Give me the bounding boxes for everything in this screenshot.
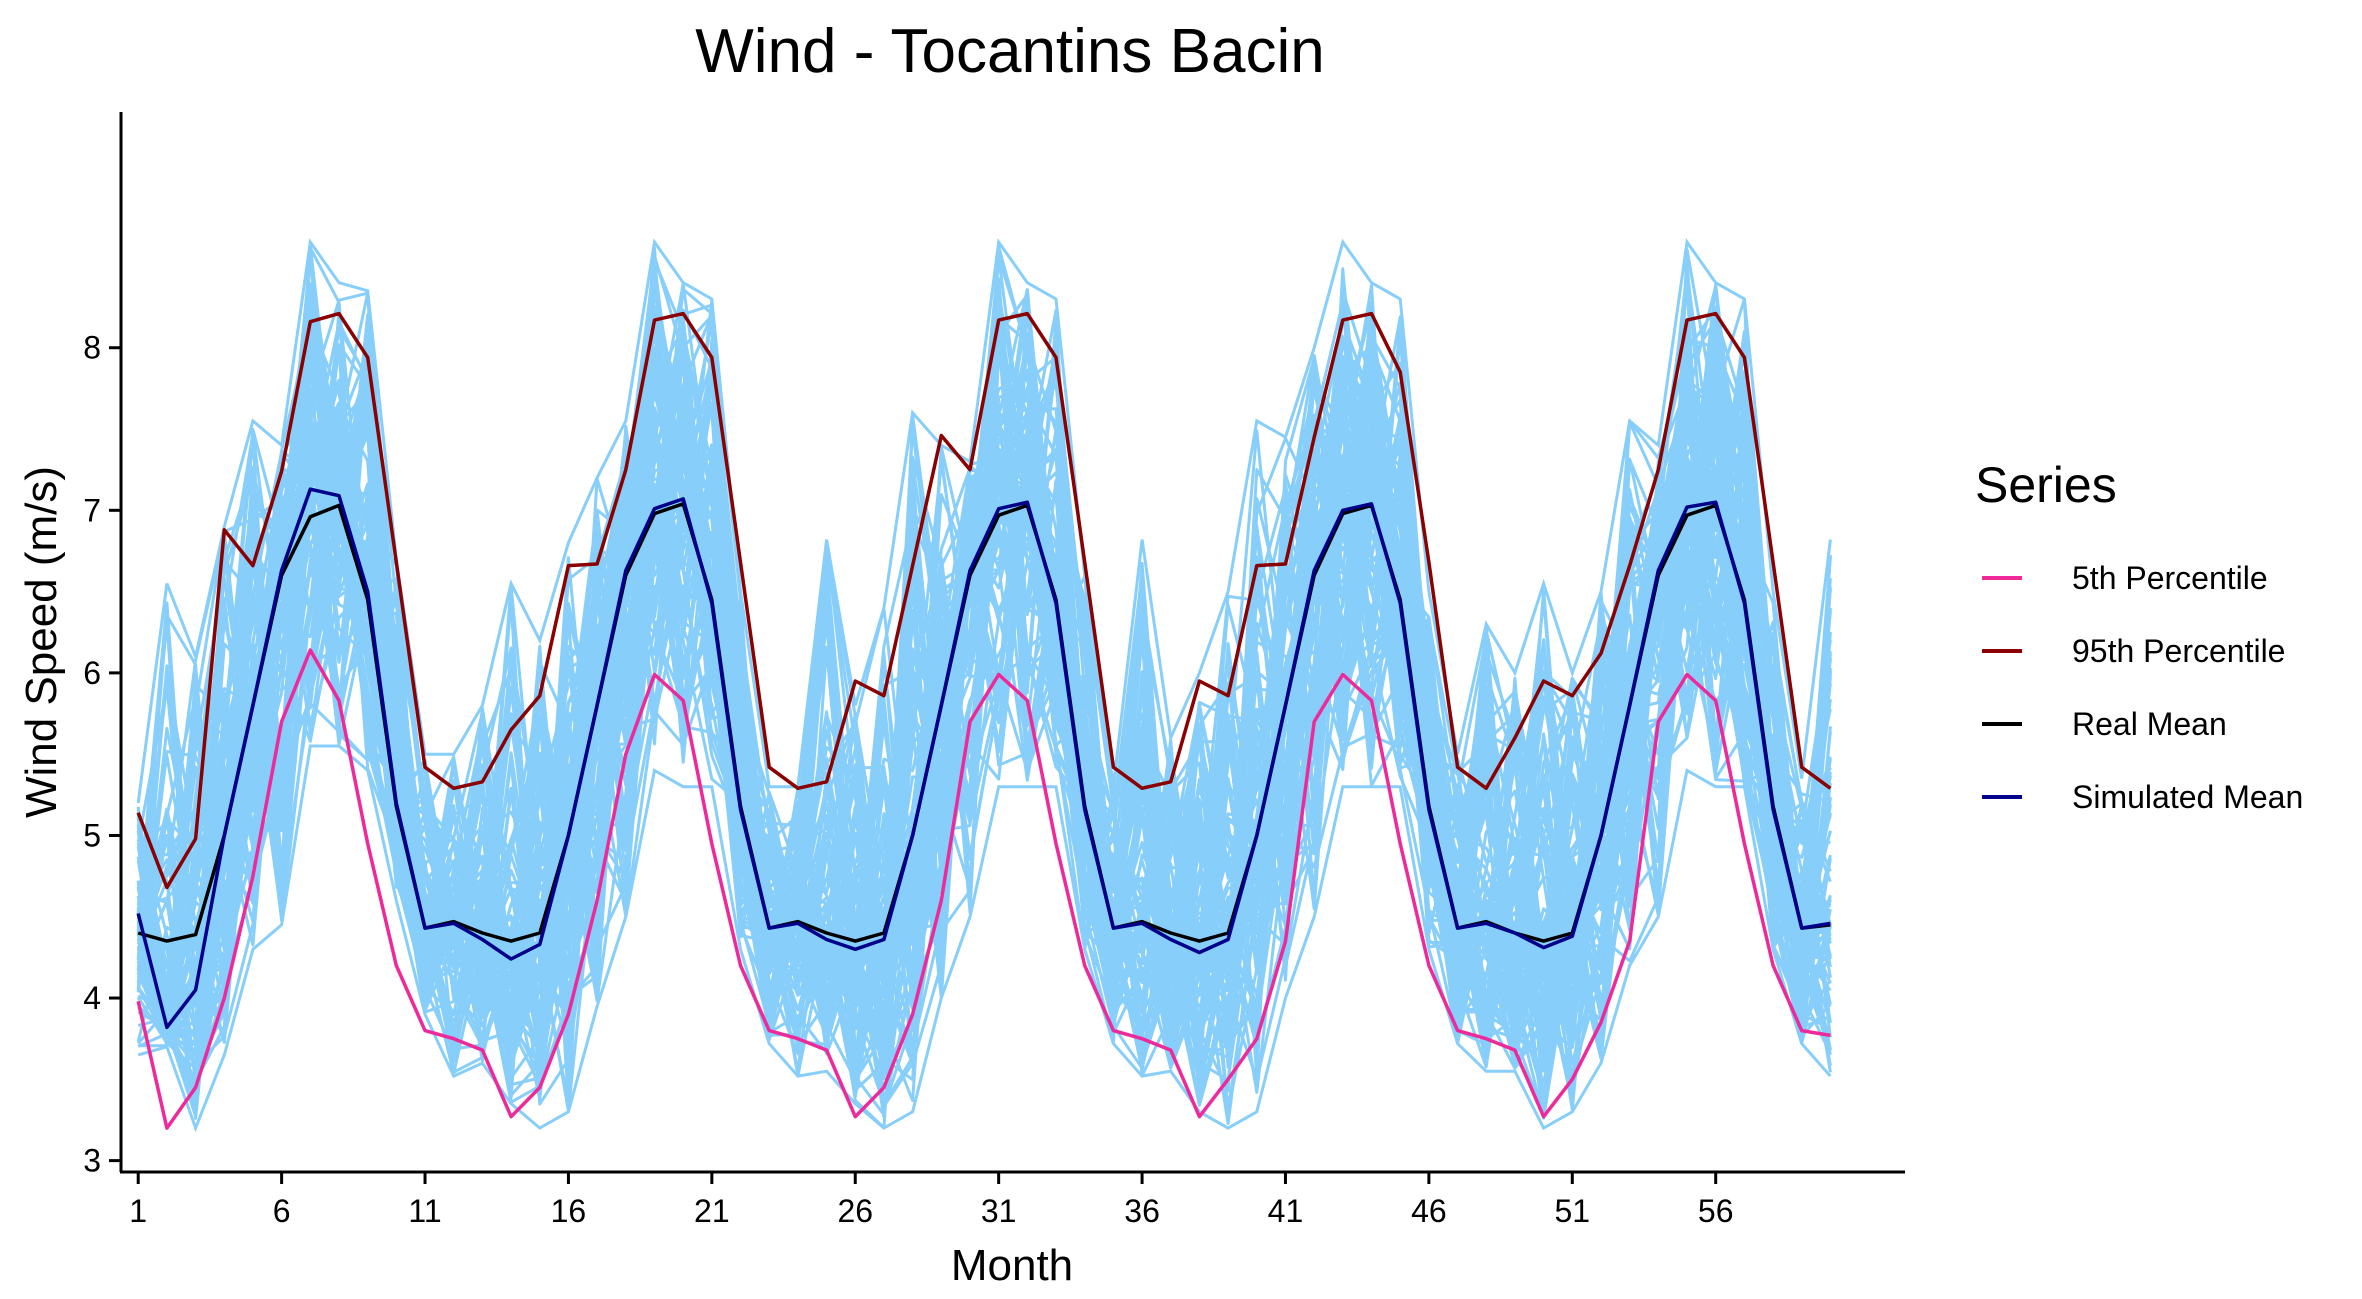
x-tick-label: 56 xyxy=(1698,1193,1734,1229)
x-tick-label: 51 xyxy=(1554,1193,1590,1229)
y-tick-label: 3 xyxy=(83,1143,101,1179)
x-tick-label: 36 xyxy=(1124,1193,1160,1229)
y-axis-title: Wind Speed (m/s) xyxy=(17,466,66,818)
x-tick-label: 31 xyxy=(981,1193,1017,1229)
simulation-line xyxy=(136,343,1832,1104)
simulation-envelope-lower xyxy=(137,744,1832,1133)
simulation-line xyxy=(136,289,1832,1105)
x-tick-label: 26 xyxy=(837,1193,873,1229)
plot-area xyxy=(136,238,1832,1133)
legend-label-real-mean: Real Mean xyxy=(2072,706,2227,742)
y-ticks: 3 4 5 6 7 8 xyxy=(83,330,121,1179)
y-tick-label: 6 xyxy=(83,655,101,691)
series-line-95th-percentile xyxy=(136,311,1832,890)
legend-entries: 5th Percentile 95th Percentile Real Mean Si… xyxy=(1982,560,2303,815)
y-tick-label: 4 xyxy=(83,980,101,1016)
y-tick-label: 7 xyxy=(83,492,101,528)
legend-label-95th-percentile: 95th Percentile xyxy=(2072,633,2285,669)
x-tick-label: 6 xyxy=(273,1193,291,1229)
x-tick-label: 21 xyxy=(694,1193,730,1229)
x-ticks: 1 6 11 16 21 26 31 36 41 46 51 56 xyxy=(129,1172,1733,1229)
simulation-line xyxy=(136,246,1832,1067)
legend-title: Series xyxy=(1975,457,2117,513)
series-line-simulated-mean xyxy=(136,487,1831,1030)
legend-label-simulated-mean: Simulated Mean xyxy=(2072,779,2303,815)
simulation-line xyxy=(136,254,1831,1072)
y-tick-label: 8 xyxy=(83,330,101,366)
legend-label-5th-percentile: 5th Percentile xyxy=(2072,560,2268,596)
legend: Series 5th Percentile 95th Percentile Real… xyxy=(1975,457,2303,815)
y-tick-label: 5 xyxy=(83,817,101,853)
x-tick-label: 16 xyxy=(551,1193,587,1229)
series-lines xyxy=(136,311,1832,1130)
x-axis-title: Month xyxy=(951,1241,1073,1290)
simulation-lines xyxy=(136,238,1832,1133)
series-line-5th-percentile xyxy=(136,648,1831,1130)
x-tick-label: 41 xyxy=(1268,1193,1304,1229)
x-tick-label: 1 xyxy=(129,1193,147,1229)
chart-title: Wind - Tocantins Bacin xyxy=(695,17,1324,86)
x-tick-label: 46 xyxy=(1411,1193,1447,1229)
x-tick-label: 11 xyxy=(408,1193,441,1229)
